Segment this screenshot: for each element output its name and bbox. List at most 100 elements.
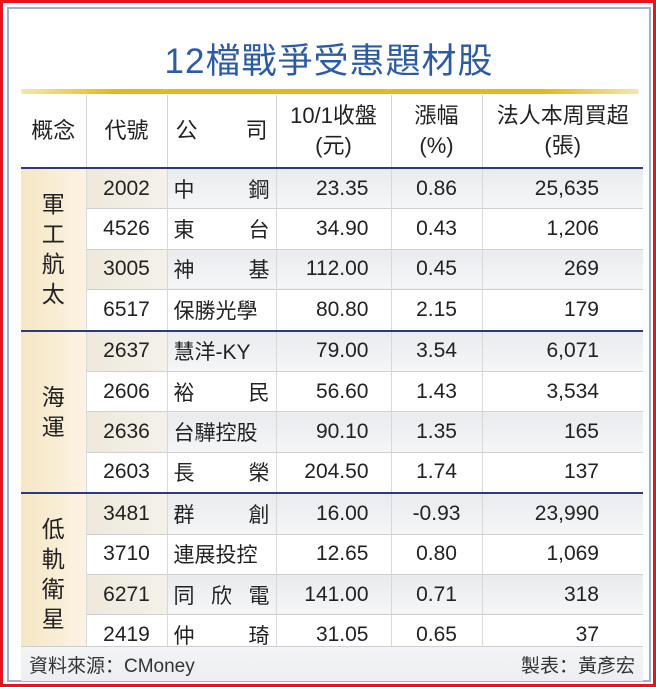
- net-buy-cell: 1,069: [481, 533, 643, 575]
- company-name-part: 台: [248, 219, 270, 243]
- table-row: 2606 裕 民 56.60 1.43 3,534: [21, 370, 643, 412]
- company-cell: 東台: [166, 208, 276, 250]
- close-price-cell: 80.80: [275, 289, 391, 331]
- company-name-part: 長: [173, 462, 195, 486]
- company-name-part: 保勝光學: [173, 299, 258, 323]
- net-buy-cell: 137: [481, 451, 643, 494]
- code-cell: 6517: [85, 289, 167, 331]
- company-name-part: 裕: [173, 381, 195, 405]
- close-price-cell: 34.90: [275, 208, 391, 250]
- close-price-cell: 112.00: [275, 248, 391, 290]
- header-company-right: 司: [245, 118, 268, 143]
- close-price-cell: 12.65: [275, 533, 391, 575]
- close-price-cell: 90.10: [275, 411, 391, 453]
- company-cell: 連展投控: [166, 533, 276, 575]
- table-row: 低軌衛星 3481 群創 16.00 -0.93 23,990: [21, 492, 643, 655]
- code-cell: 4526: [85, 208, 167, 250]
- company-name-part: 東: [173, 219, 195, 243]
- close-price-cell: 204.50: [275, 451, 391, 494]
- net-buy-cell: 165: [481, 411, 643, 453]
- company-name-part: 民: [248, 381, 270, 405]
- footer: 資料來源：CMoney 製表：黃彥宏: [21, 646, 643, 681]
- code-cell: 2637: [85, 329, 167, 372]
- header-close-line2: (元): [315, 133, 352, 158]
- table-row: 2603 長榮 204.50 1.74 137: [21, 451, 643, 494]
- net-buy-cell: 3,534: [481, 370, 643, 412]
- company-name-part: 中: [173, 178, 195, 202]
- company-cell: 保勝光學: [166, 289, 276, 331]
- change-pct-cell: 1.43: [390, 370, 482, 412]
- company-cell: 台驊控股: [166, 411, 276, 453]
- change-pct-cell: -0.93: [390, 492, 482, 535]
- company-name-part: 欣: [211, 584, 232, 608]
- header-close: 10/1收盤 (元): [275, 95, 391, 168]
- table-row: 6271 同欣電 141.00 0.71 318: [21, 573, 643, 615]
- change-pct-cell: 0.45: [390, 248, 482, 290]
- header-buy: 法人本周買超 (張): [481, 95, 643, 168]
- change-pct-cell: 1.74: [390, 451, 482, 494]
- page-title: 12檔戰爭受惠題材股: [164, 42, 494, 81]
- company-cell: 慧洋-KY: [166, 329, 276, 372]
- close-price-cell: 141.00: [275, 573, 391, 615]
- code-cell: 3005: [85, 248, 167, 290]
- change-pct-cell: 2.15: [390, 289, 482, 331]
- change-pct-cell: 3.54: [390, 329, 482, 372]
- table-row: 軍工航太 2002 中鋼 23.35 0.86 25,635: [21, 167, 643, 331]
- code-cell: 2606: [85, 370, 167, 412]
- net-buy-cell: 1,206: [481, 208, 643, 250]
- company-name-part: 同: [173, 584, 195, 608]
- company-name-part: 琦: [248, 624, 270, 648]
- close-price-cell: 16.00: [275, 492, 391, 535]
- table-row: 3005 神基 112.00 0.45 269: [21, 248, 643, 290]
- net-buy-cell: 6,071: [481, 329, 643, 372]
- net-buy-cell: 25,635: [481, 167, 643, 209]
- header-company: 公 司: [166, 95, 276, 168]
- company-name-part: 鋼: [248, 178, 270, 202]
- change-pct-cell: 0.86: [390, 167, 482, 209]
- net-buy-cell: 23,990: [481, 492, 643, 535]
- header-buy-line2: (張): [544, 133, 582, 158]
- close-price-cell: 56.60: [275, 370, 391, 412]
- company-cell: 長榮: [166, 451, 276, 494]
- code-cell: 2603: [85, 451, 167, 494]
- change-pct-cell: 0.80: [390, 533, 482, 575]
- header-change: 漲幅 (%): [390, 95, 482, 168]
- table-row: 2636 台驊控股 90.10 1.35 165: [21, 411, 643, 453]
- company-name-part: 神: [173, 259, 195, 283]
- change-pct-cell: 0.71: [390, 573, 482, 615]
- header-change-line1: 漲幅: [414, 103, 459, 128]
- title-divider: [21, 89, 639, 94]
- company-name-part: 連展投控: [173, 544, 258, 568]
- table-body: 軍工航太 2002 中鋼 23.35 0.86 25,635 4526 東台 34.90 0.43…: [21, 167, 643, 655]
- close-price-cell: 79.00: [275, 329, 391, 372]
- company-name-part: 台驊控股: [173, 422, 258, 446]
- author-note: 製表：黃彥宏: [520, 655, 635, 677]
- concept-cell: 軍工航太: [21, 167, 86, 331]
- header-close-line1: 10/1收盤: [290, 103, 377, 128]
- source-note: 資料來源：CMoney: [29, 655, 195, 677]
- code-cell: 2002: [85, 167, 167, 209]
- code-cell: 2636: [85, 411, 167, 453]
- net-buy-cell: 318: [481, 573, 643, 615]
- header-company-left: 公: [175, 118, 198, 143]
- change-pct-cell: 1.35: [390, 411, 482, 453]
- code-cell: 3710: [85, 533, 167, 575]
- table-row: 4526 東台 34.90 0.43 1,206: [21, 208, 643, 250]
- stock-table: 概念 代號 公 司 10/1收盤 (元) 漲幅 (%): [21, 95, 643, 655]
- header-code: 代號: [85, 95, 167, 168]
- code-cell: 3481: [85, 492, 167, 535]
- company-cell: 中鋼: [166, 167, 276, 209]
- concept-cell: 低軌衛星: [21, 492, 86, 655]
- company-cell: 群創: [166, 492, 276, 535]
- header-change-line2: (%): [419, 133, 454, 158]
- company-name-part: 基: [248, 259, 270, 283]
- header-buy-line1: 法人本周買超: [496, 103, 629, 128]
- infographic-panel: 12檔戰爭受惠題材股 概念 代號 公 司 10/1收盤: [7, 7, 651, 682]
- company-name-part: 創: [248, 503, 270, 527]
- header-concept: 概念: [31, 118, 76, 143]
- table-row: 3710 連展投控 12.65 0.80 1,069: [21, 533, 643, 575]
- company-name-part: 群: [173, 503, 195, 527]
- net-buy-cell: 179: [481, 289, 643, 331]
- close-price-cell: 23.35: [275, 167, 391, 209]
